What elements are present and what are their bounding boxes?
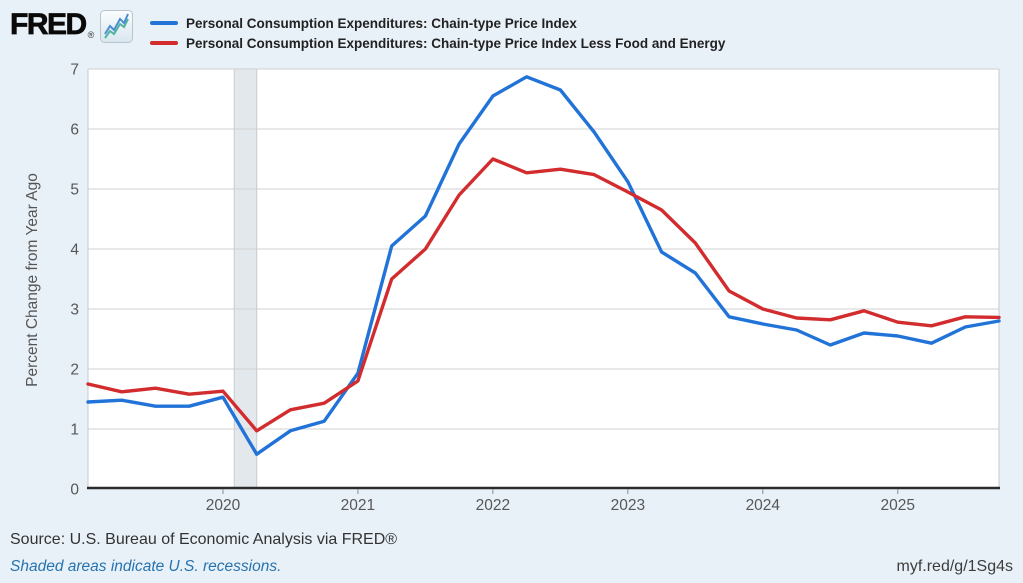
short-url: myf.red/g/1Sg4s: [896, 558, 1014, 575]
x-axis-tick-label: 2023: [611, 497, 645, 514]
recession-note-link[interactable]: Shaded areas indicate U.S. recessions.: [10, 558, 282, 575]
legend-item-core-pce: Personal Consumption Expenditures: Chain…: [150, 33, 725, 53]
y-axis-tick-label: 7: [70, 62, 79, 79]
legend-line-swatch-red: [150, 41, 178, 45]
x-axis-tick-label: 2021: [341, 497, 375, 514]
legend-line-swatch-blue: [150, 21, 178, 25]
legend-item-pce: Personal Consumption Expenditures: Chain…: [150, 13, 725, 33]
registered-trademark-symbol: ®: [87, 30, 95, 40]
x-axis-tick-label: 2020: [206, 497, 241, 514]
y-axis-tick-label: 4: [70, 242, 79, 259]
series-line-pce: [86, 75, 1001, 456]
fred-logo-text: FRED: [10, 8, 88, 41]
legend-label-core-pce: Personal Consumption Expenditures: Chain…: [186, 35, 726, 51]
x-axis-tick-label: 2022: [476, 497, 510, 514]
plot-background: [88, 69, 999, 489]
y-axis-tick-label: 1: [70, 422, 79, 439]
y-axis-tick-label: 3: [70, 302, 79, 319]
recession-band: [234, 69, 257, 489]
series-line-core-pce: [86, 157, 1001, 433]
chart-legend: Personal Consumption Expenditures: Chain…: [150, 13, 725, 53]
y-axis-tick-label: 5: [70, 182, 79, 199]
source-note: Source: U.S. Bureau of Economic Analysis…: [10, 531, 398, 548]
fred-logo: FRED ®: [10, 8, 134, 43]
y-axis-tick-label: 2: [70, 362, 79, 379]
x-axis-tick-label: 2025: [881, 497, 915, 514]
legend-label-pce: Personal Consumption Expenditures: Chain…: [186, 15, 577, 31]
y-axis-tick-label: 6: [70, 122, 79, 139]
y-axis-tick-label: 0: [70, 482, 79, 499]
x-axis-tick-label: 2024: [746, 497, 781, 514]
fred-sparkline-icon: [100, 10, 134, 43]
